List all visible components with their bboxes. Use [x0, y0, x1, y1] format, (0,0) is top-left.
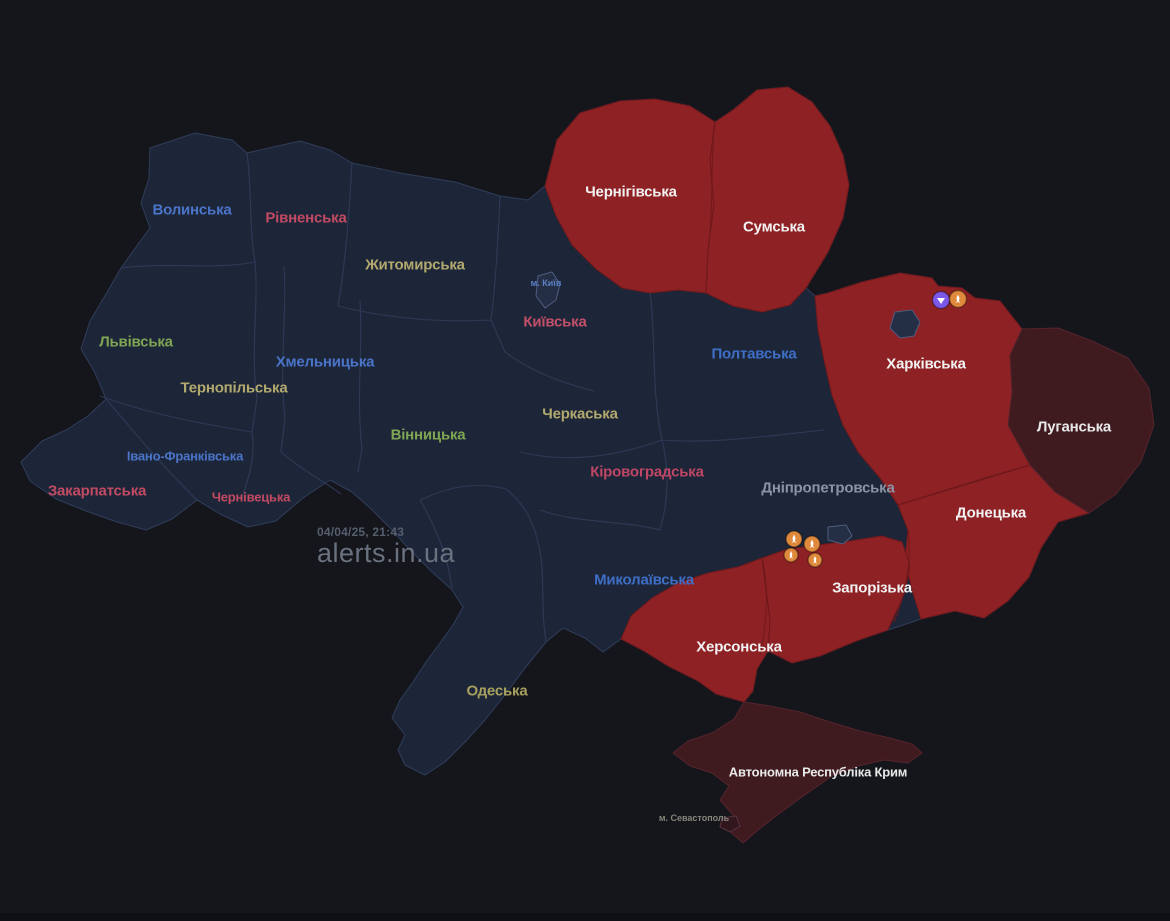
missile-marker[interactable]: [785, 530, 803, 548]
oblast-borders: [99, 152, 825, 643]
region-shape-kyiv-city[interactable]: [535, 271, 561, 309]
oblast-borders-alert-zone: [705, 121, 1031, 656]
region-shape-sumska[interactable]: [705, 86, 850, 313]
bottom-bar: [0, 913, 1170, 921]
region-shape-luhanska[interactable]: [1007, 327, 1155, 514]
region-shape-crimea[interactable]: [672, 701, 923, 844]
region-shape-zaporizhzhia-city[interactable]: [827, 524, 853, 545]
missile-marker[interactable]: [803, 535, 821, 553]
missile-marker[interactable]: [807, 552, 823, 568]
region-shape-khersonska[interactable]: [620, 557, 771, 703]
missile-marker[interactable]: [948, 289, 968, 309]
missile-marker[interactable]: [783, 547, 799, 563]
region-shape-kharkiv-city[interactable]: [889, 309, 921, 339]
region-shape-sevastopol-city[interactable]: [719, 815, 741, 833]
uav-marker[interactable]: [931, 290, 951, 310]
